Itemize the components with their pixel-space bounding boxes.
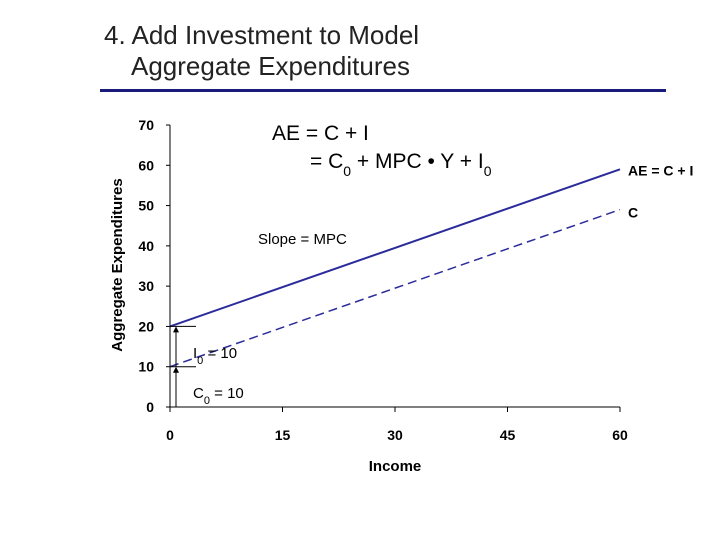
equation-line2-sub1: 0 — [343, 163, 351, 179]
consumption-line — [169, 208, 621, 368]
x-tick-label: 60 — [612, 427, 628, 443]
c0-label-main: C — [193, 385, 204, 402]
y-tick-label: 30 — [138, 278, 154, 294]
slide-title-line2: Aggregate Expenditures — [131, 51, 410, 81]
equation-line2: = C0 + MPC • Y + I0 — [310, 150, 492, 179]
i0-label-main: I — [193, 345, 197, 362]
x-axis-title: Income — [369, 458, 422, 475]
y-tick-label: 50 — [138, 198, 154, 214]
ae-series-label: AE = C + I — [628, 162, 693, 178]
equation-line2-prefix: = C — [310, 150, 343, 173]
x-tick-label: 15 — [275, 427, 291, 443]
chart-ticks: 0 10 20 30 40 50 60 70 0 15 30 45 60 — [138, 117, 628, 443]
i0-label: I0 = 10 — [193, 345, 237, 367]
y-tick-label: 70 — [138, 117, 154, 133]
slide-title-line1: 4. Add Investment to Model — [104, 20, 420, 50]
equation-line2-sub2: 0 — [484, 163, 492, 179]
i0-arrow-head — [173, 326, 179, 333]
y-tick-label: 60 — [138, 157, 154, 173]
y-axis-title: Aggregate Expenditures — [109, 178, 126, 351]
consumption-series-label: C — [628, 205, 638, 221]
slope-annotation: Slope = MPC — [258, 231, 347, 248]
c0-label: C0 = 10 — [193, 385, 244, 407]
c0-arrow-head — [173, 366, 179, 373]
equation-line2-mid: + MPC • Y + I — [351, 150, 484, 173]
c0-label-sub: 0 — [204, 395, 210, 407]
x-tick-label: 0 — [166, 427, 174, 443]
chart-series — [169, 168, 621, 407]
y-tick-label: 10 — [138, 359, 154, 375]
ae-line — [169, 168, 621, 328]
i0-label-rest: = 10 — [203, 345, 237, 362]
slide-title: 4. Add Investment to Model Aggregate Exp… — [104, 20, 684, 82]
y-tick-label: 40 — [138, 238, 154, 254]
y-tick-label: 20 — [138, 318, 154, 334]
chart-labels: Income Aggregate Expenditures AE = C + I C I… — [109, 122, 693, 475]
x-tick-label: 30 — [387, 427, 403, 443]
c0-label-rest: = 10 — [210, 385, 244, 402]
x-tick-label: 45 — [500, 427, 516, 443]
title-divider — [100, 89, 666, 92]
equation-line1: AE = C + I — [272, 122, 369, 145]
y-tick-label: 0 — [146, 399, 154, 415]
i0-label-sub: 0 — [197, 355, 203, 367]
